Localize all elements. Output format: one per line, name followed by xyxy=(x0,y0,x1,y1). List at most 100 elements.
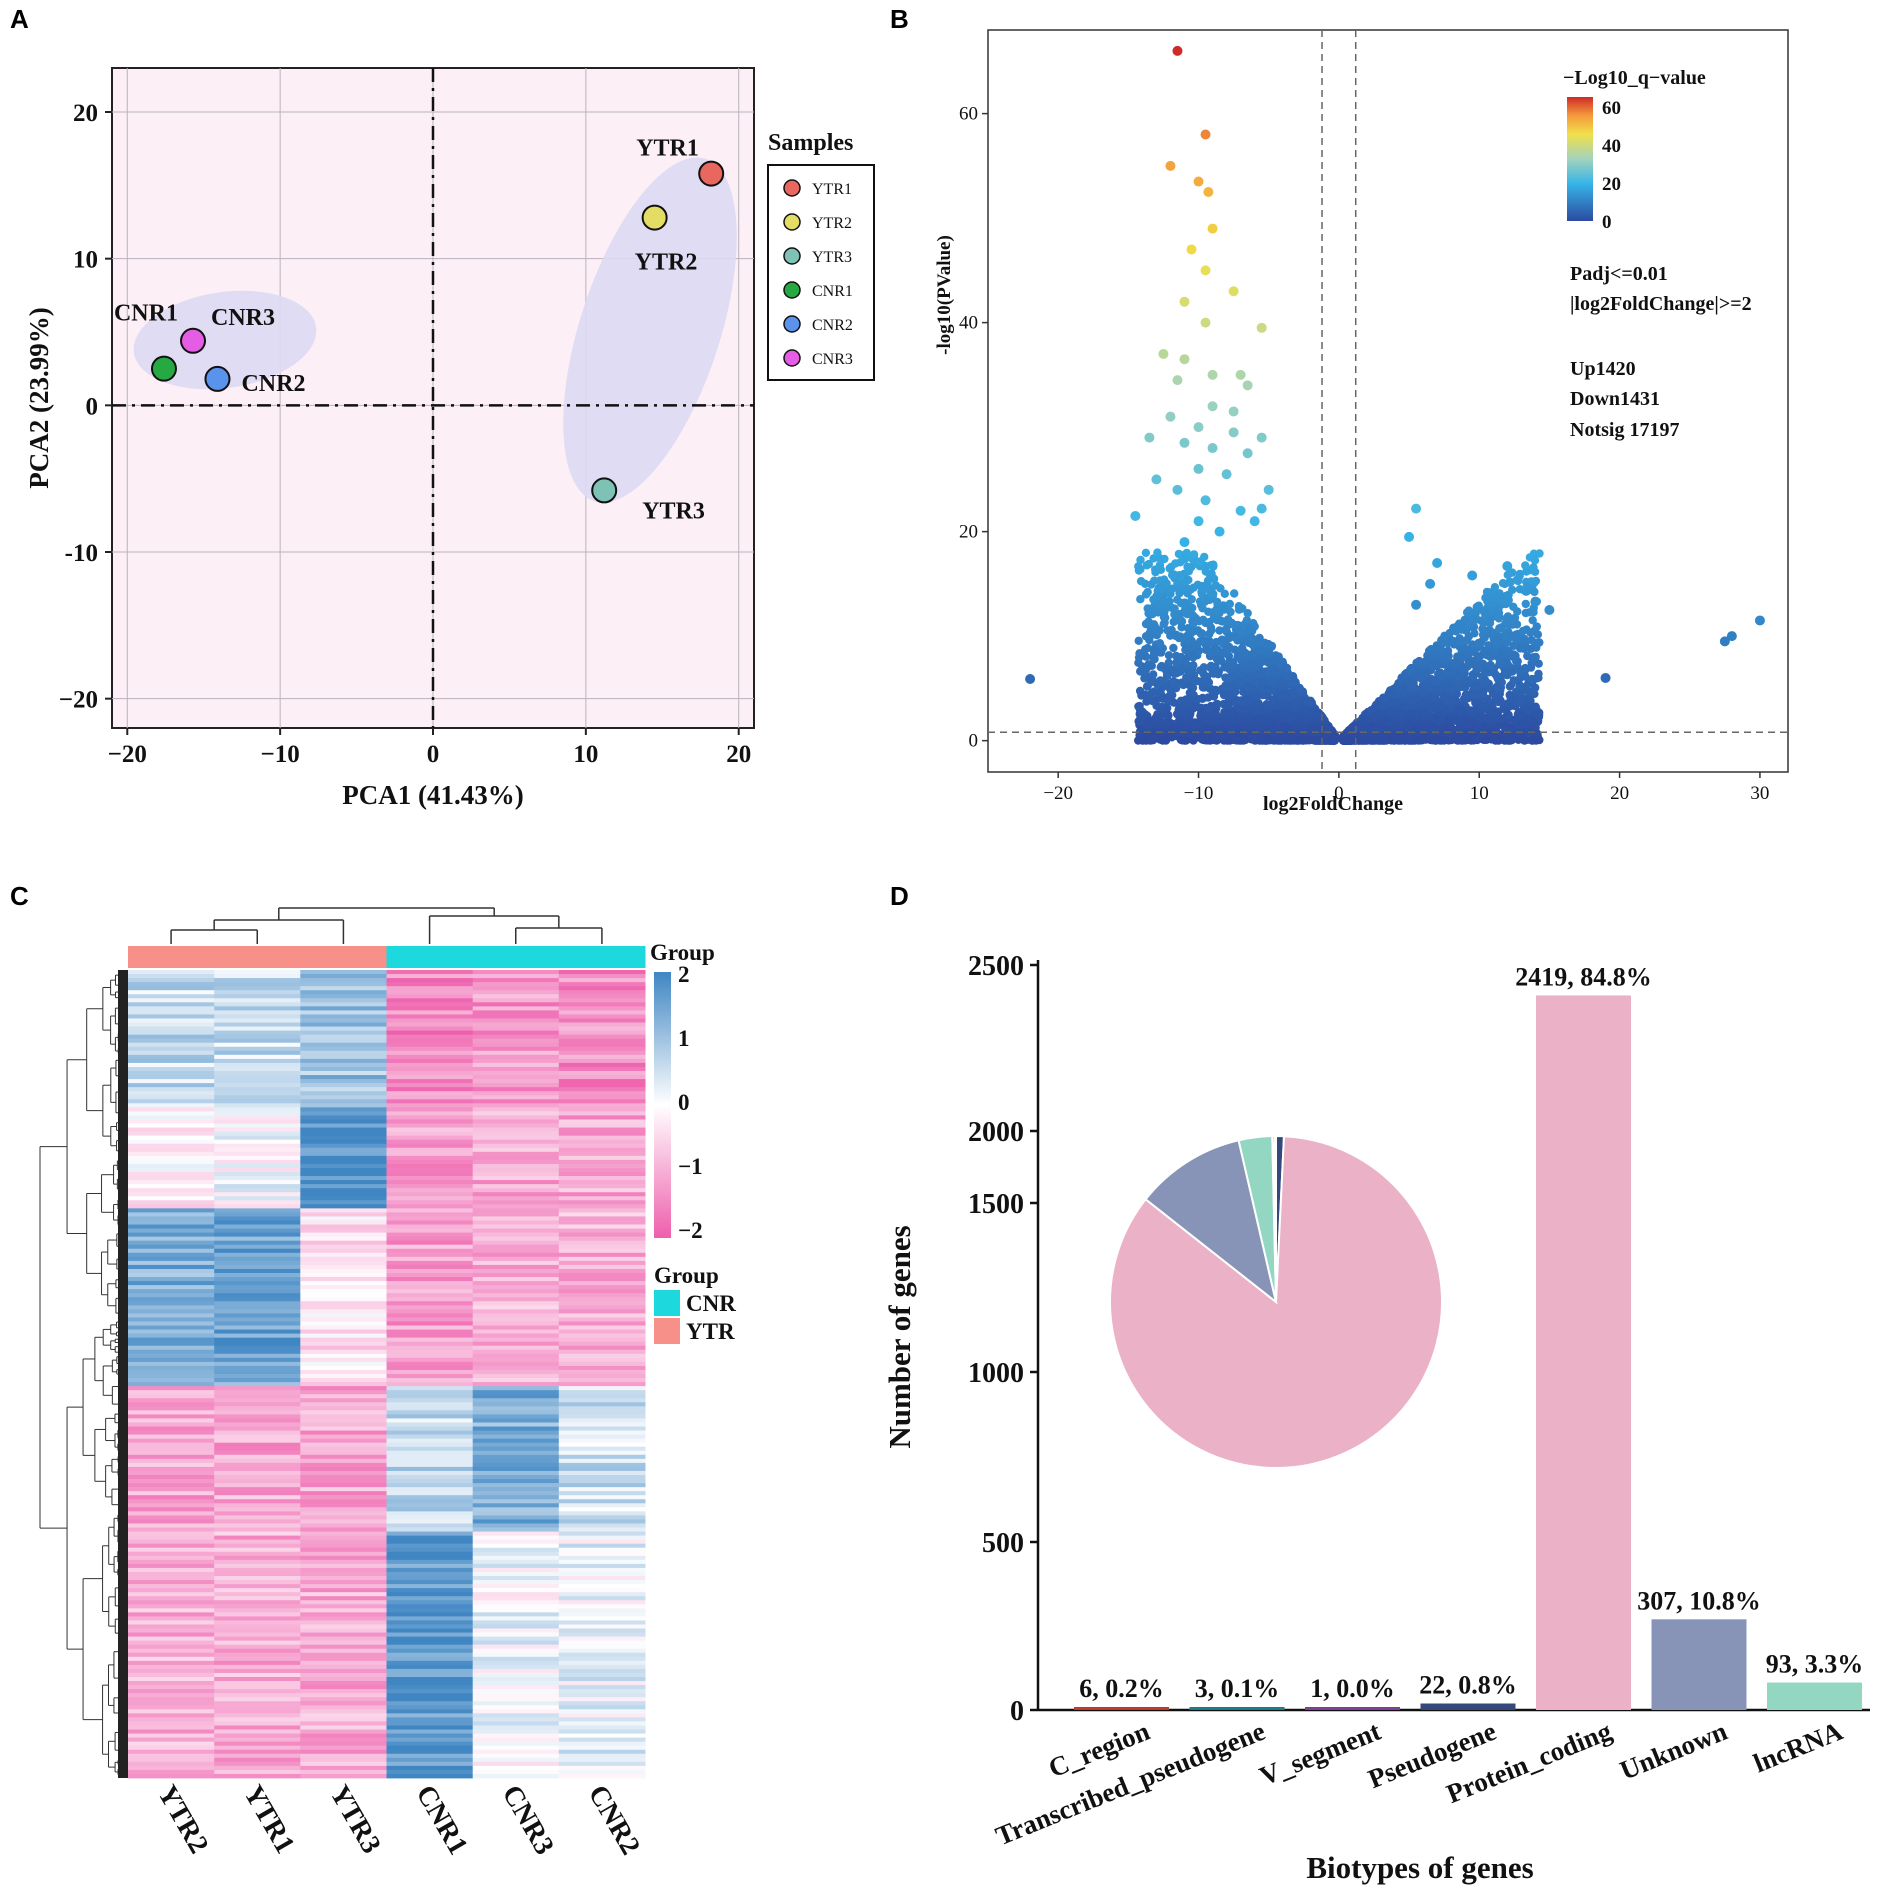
volcano-point xyxy=(1221,625,1231,634)
volcano-point xyxy=(1144,617,1153,626)
volcano-x-tick-label: 30 xyxy=(1750,783,1769,804)
volcano-point xyxy=(1141,548,1151,557)
volcano-point xyxy=(1359,720,1368,730)
volcano-point xyxy=(1288,689,1298,699)
volcano-point xyxy=(1168,724,1177,733)
volcano-point xyxy=(1144,559,1154,569)
volcano-point xyxy=(1253,715,1263,724)
volcano-point xyxy=(1215,626,1224,635)
volcano-point xyxy=(1200,317,1211,328)
volcano-plot-area xyxy=(987,29,1789,773)
volcano-point xyxy=(1451,660,1460,669)
volcano-point xyxy=(1228,406,1239,417)
pca-point-cnr2 xyxy=(204,365,231,392)
volcano-point xyxy=(1344,735,1354,745)
volcano-point xyxy=(1208,560,1218,569)
volcano-point xyxy=(1136,565,1145,574)
volcano-point xyxy=(1487,630,1496,639)
volcano-point xyxy=(1177,623,1186,632)
volcano-point xyxy=(1462,691,1471,700)
volcano-point xyxy=(1544,605,1555,616)
volcano-point xyxy=(1418,735,1427,744)
volcano-point xyxy=(1211,606,1221,615)
volcano-point xyxy=(1525,553,1535,562)
volcano-point xyxy=(1509,676,1518,685)
volcano-point xyxy=(1186,585,1195,594)
volcano-point xyxy=(1509,641,1519,650)
volcano-point xyxy=(1156,703,1165,712)
pca-legend-swatch xyxy=(783,315,801,333)
volcano-point xyxy=(1514,697,1523,706)
volcano-point xyxy=(1141,690,1150,699)
pca-legend-swatch xyxy=(783,349,801,367)
volcano-y-tick-label: 0 xyxy=(969,731,979,752)
volcano-point xyxy=(1189,550,1199,559)
volcano-point xyxy=(1198,604,1207,613)
volcano-point xyxy=(1503,570,1513,580)
volcano-point xyxy=(1485,618,1495,628)
volcano-point xyxy=(1240,716,1250,726)
volcano-point xyxy=(1263,484,1274,495)
volcano-point xyxy=(1513,607,1522,616)
volcano-point xyxy=(1370,712,1379,721)
pca-legend-title: Samples xyxy=(768,130,853,156)
volcano-point xyxy=(1189,661,1198,670)
volcano-point xyxy=(1221,617,1230,626)
volcano-x-tick-label: −10 xyxy=(1184,783,1214,804)
volcano-point xyxy=(1288,711,1297,721)
volcano-point xyxy=(1149,648,1159,657)
volcano-point xyxy=(1181,644,1191,653)
volcano-point xyxy=(1248,634,1257,644)
volcano-point xyxy=(1145,635,1154,645)
volcano-point xyxy=(1179,537,1190,548)
volcano-point xyxy=(1447,703,1456,713)
volcano-point xyxy=(1425,713,1435,722)
volcano-point xyxy=(1497,624,1506,633)
volcano-point xyxy=(1193,422,1204,433)
volcano-point xyxy=(1315,736,1325,745)
volcano-point xyxy=(1467,570,1478,581)
volcano-point xyxy=(1279,689,1289,698)
volcano-point xyxy=(1419,688,1428,697)
volcano-point xyxy=(1152,591,1161,601)
volcano-point xyxy=(1519,644,1529,653)
volcano-point xyxy=(1440,631,1449,640)
volcano-point xyxy=(1488,689,1498,698)
volcano-colorbar-title: −Log10_q−value xyxy=(1563,67,1706,89)
heatmap: YTR2 YTR1 YTR3 CNR1 CNR3 CNR2 Group 210−1−2 G… xyxy=(39,907,736,1860)
volcano-point xyxy=(1472,602,1482,612)
volcano-point xyxy=(1134,636,1143,645)
volcano-point xyxy=(1528,717,1538,727)
volcano-point xyxy=(1203,186,1214,197)
volcano-point xyxy=(1431,736,1441,745)
pca-legend-label: CNR2 xyxy=(812,317,853,334)
panel-label-b: B xyxy=(890,4,909,34)
volcano-point xyxy=(1411,599,1422,610)
volcano-point xyxy=(1526,663,1536,672)
volcano-point xyxy=(1170,610,1179,619)
volcano-point xyxy=(1226,672,1235,681)
volcano-point xyxy=(1508,667,1517,676)
volcano-point xyxy=(1263,668,1273,677)
volcano-point xyxy=(1179,437,1190,448)
volcano-point xyxy=(1264,639,1273,649)
volcano-point xyxy=(1200,597,1210,606)
volcano-point xyxy=(1411,503,1422,514)
volcano-point xyxy=(1158,348,1169,359)
volcano-point xyxy=(1205,617,1214,627)
volcano-point xyxy=(1431,678,1441,687)
volcano-point xyxy=(1526,644,1536,653)
volcano-point xyxy=(1176,583,1185,593)
volcano-point xyxy=(1511,630,1521,639)
volcano-colorbar-tick: 20 xyxy=(1602,174,1621,195)
column-dendrogram xyxy=(170,907,603,944)
volcano-point xyxy=(1236,627,1246,636)
volcano-point xyxy=(1474,638,1483,648)
pca-x-tick-label: −10 xyxy=(261,741,300,768)
volcano-point xyxy=(1179,296,1190,307)
volcano-annotation-line: Up1420 xyxy=(1570,358,1636,380)
volcano-point xyxy=(1511,651,1520,660)
volcano-point xyxy=(1167,585,1176,594)
volcano-point xyxy=(1432,557,1443,568)
